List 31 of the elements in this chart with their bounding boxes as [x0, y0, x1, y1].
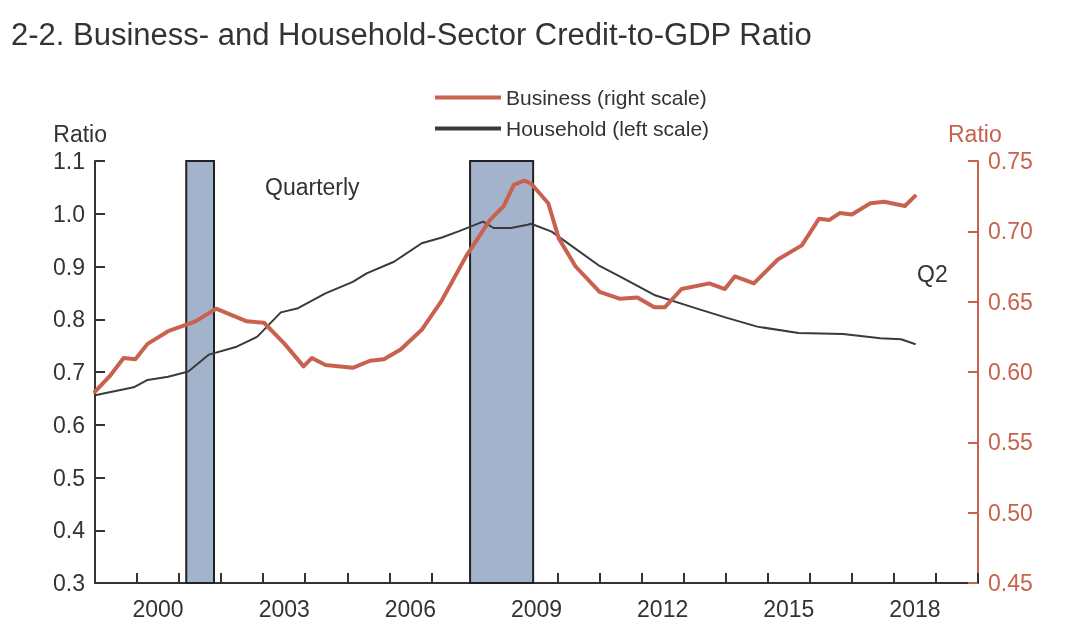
- y2-tick-label: 0.60: [988, 359, 1033, 385]
- y-tick-label: 1.0: [53, 200, 85, 227]
- y-tick-label: 0.5: [53, 464, 85, 491]
- chart-title: 2-2. Business- and Household-Sector Credit-to-GDP Ratio: [11, 17, 812, 52]
- y2-tick-label: 0.75: [988, 148, 1033, 174]
- y-tick-label: 1.1: [53, 148, 85, 174]
- y-axis-title: Ratio: [53, 120, 107, 147]
- y-tick-label: 0.9: [53, 253, 85, 280]
- x-tick-label: 2009: [510, 595, 563, 622]
- y-tick-label: 0.7: [53, 359, 85, 385]
- y-tick-label: 0.4: [53, 517, 86, 544]
- y2-tick-label: 0.50: [988, 499, 1033, 526]
- annotation: Q2: [917, 260, 948, 287]
- y2-axis-title: Ratio: [948, 120, 1002, 147]
- y-tick-label: 0.8: [53, 306, 85, 333]
- x-tick-label: 2018: [889, 595, 941, 622]
- line-series: [93, 178, 917, 394]
- legend-label: Business (right scale): [506, 86, 707, 109]
- y2-tick-label: 0.65: [988, 288, 1033, 315]
- x-tick-label: 2000: [132, 595, 184, 622]
- y2-tick-label: 0.45: [988, 570, 1033, 596]
- x-tick-label: 2012: [637, 595, 689, 622]
- y-tick-label: 0.6: [53, 411, 85, 438]
- annotation: Quarterly: [265, 173, 361, 200]
- x-tick-label: 2003: [258, 595, 310, 622]
- x-tick-label: 2006: [384, 595, 436, 622]
- y-tick-label: 0.3: [53, 570, 85, 596]
- y2-tick-label: 0.55: [988, 429, 1033, 456]
- legend-label: Household (left scale): [506, 117, 710, 140]
- y2-tick-label: 0.70: [988, 218, 1033, 245]
- x-tick-label: 2015: [763, 595, 815, 622]
